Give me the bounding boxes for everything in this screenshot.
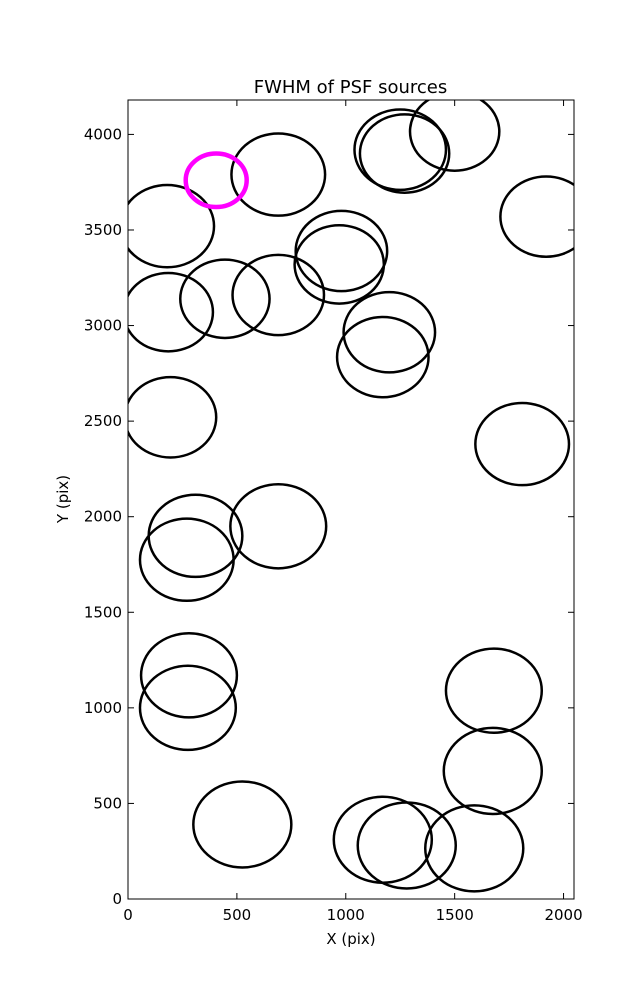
psf-source-circle <box>138 517 235 603</box>
x-tick-label: 0 <box>123 906 133 924</box>
y-tick-label: 0 <box>112 890 122 908</box>
y-tick-label: 2500 <box>84 412 122 430</box>
chart-title: FWHM of PSF sources <box>254 77 448 98</box>
x-tick-label: 1500 <box>436 906 474 924</box>
psf-source-circle <box>358 113 451 194</box>
psf-source-circle <box>139 632 239 719</box>
psf-source-circle <box>230 132 327 217</box>
psf-source-circle <box>335 315 430 399</box>
psf-source-circle <box>138 664 238 752</box>
psf-source-circle <box>128 271 215 353</box>
psf-source-circle <box>294 209 389 293</box>
y-tick-label: 1500 <box>84 603 122 621</box>
ticks-layer: 0 500 1000 1500 2000 0 500 1000 1500 2000 2500 3000… <box>84 100 583 924</box>
psf-source-circle <box>474 401 571 487</box>
y-tick-label: 1000 <box>84 699 122 717</box>
psf-source-circle <box>179 258 271 340</box>
y-tick-label: 3000 <box>84 317 122 335</box>
data-layer <box>128 100 574 893</box>
psf-source-circle <box>147 493 244 579</box>
psf-source-circle <box>408 100 501 172</box>
y-tick-label: 500 <box>93 794 122 812</box>
psf-source-circle <box>353 108 448 192</box>
psf-source-circle <box>442 726 544 816</box>
highlighted-source-circle <box>183 151 249 210</box>
psf-source-circle <box>231 253 326 337</box>
y-axis-label: Y (pix) <box>54 475 72 524</box>
psf-source-circle <box>342 290 437 374</box>
psf-source-circle <box>293 223 386 305</box>
psf-source-circle <box>192 780 293 869</box>
psf-source-circle <box>128 183 216 269</box>
psf-source-circle <box>499 175 574 258</box>
psf-source-circle <box>424 804 525 893</box>
y-tick-label: 2000 <box>84 508 122 526</box>
psf-source-circle <box>356 801 457 890</box>
y-tick-label: 4000 <box>84 125 122 143</box>
psf-source-circle <box>128 375 218 459</box>
psf-source-circle <box>332 795 434 885</box>
x-tick-label: 500 <box>223 906 252 924</box>
x-tick-label: 2000 <box>544 906 582 924</box>
psf-source-circle <box>229 482 328 570</box>
x-axis-label: X (pix) <box>326 930 375 948</box>
y-tick-label: 3500 <box>84 221 122 239</box>
plot-frame <box>127 99 575 900</box>
psf-source-circle <box>444 647 544 734</box>
x-tick-label: 1000 <box>327 906 365 924</box>
